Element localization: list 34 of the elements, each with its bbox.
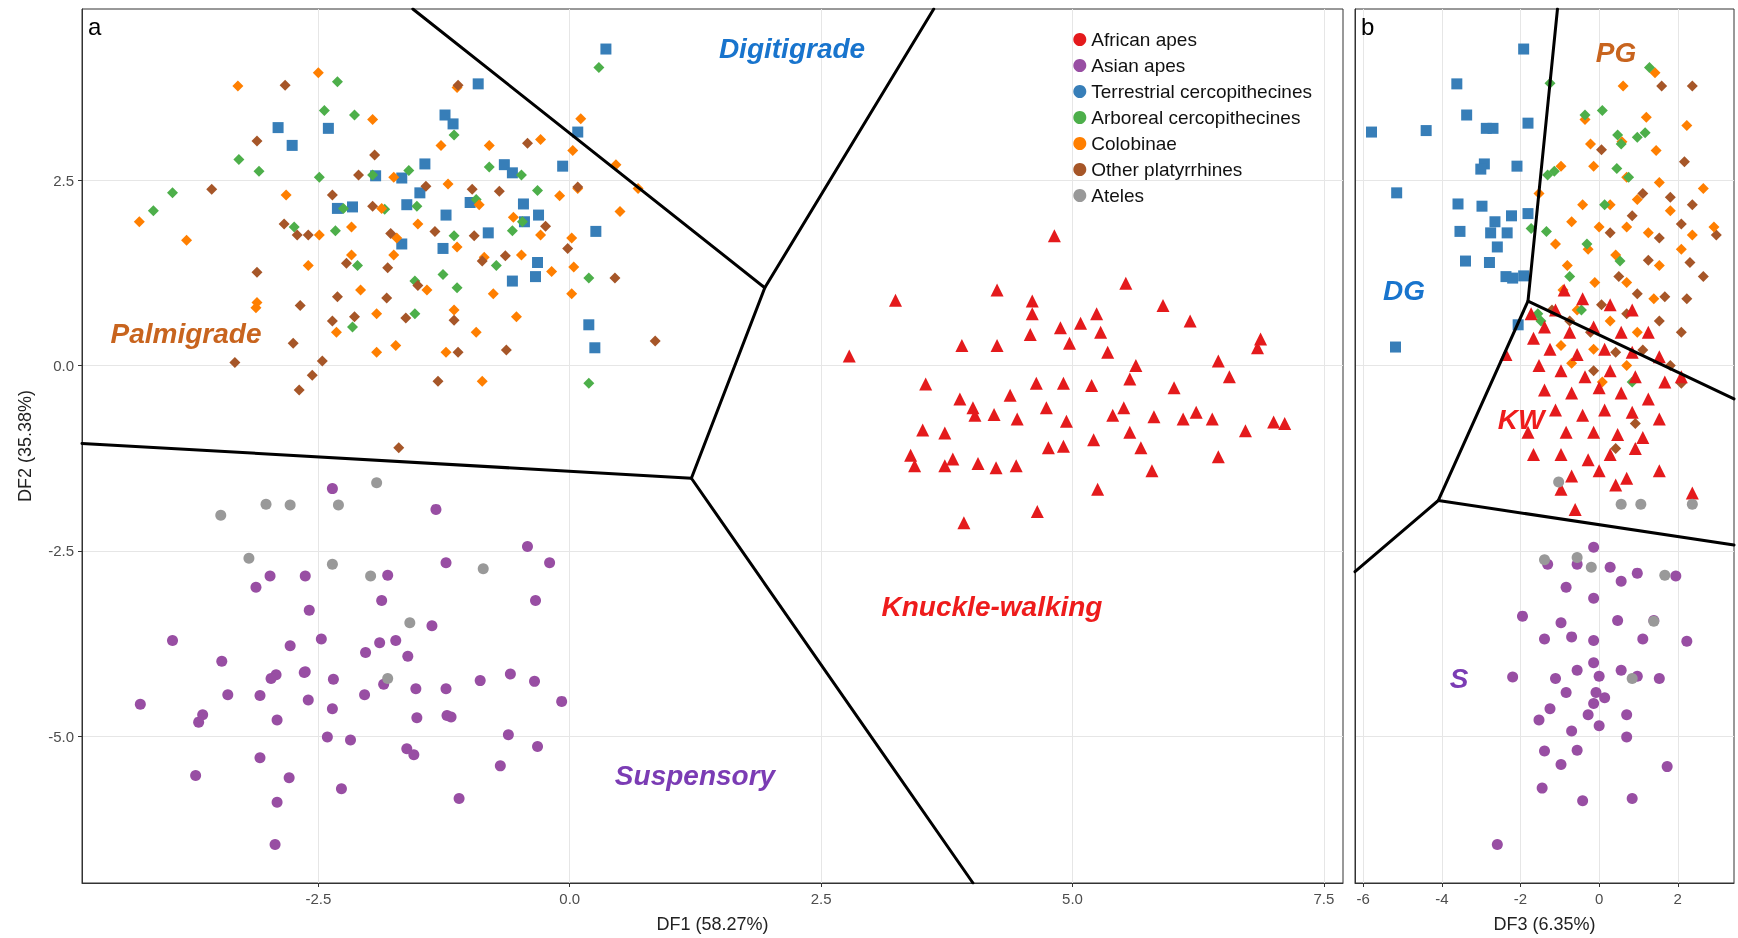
annotation: Suspensory [614,759,777,791]
x-tick-label: 7.5 [1313,890,1335,907]
legend-label: Terrestrial cercopithecines [1091,81,1312,102]
x-axis-title: DF1 (58.27%) [656,914,769,934]
legend-label: Arboreal cercopithecines [1091,107,1301,128]
y-tick-label: -2.5 [48,542,74,560]
y-tick-label: -5.0 [48,727,74,745]
y-axis-title: DF2 (35.38%) [15,389,35,503]
legend-label: African apes [1091,29,1197,50]
legend-label: Colobinae [1091,133,1177,154]
x-tick-label: -4 [1435,890,1449,907]
annotation: S [1449,662,1469,694]
x-tick-label: 0 [1594,890,1604,907]
x-tick-label: -2 [1513,890,1528,907]
annotation: Palmigrade [110,317,262,349]
annotation: Knuckle-walking [881,590,1103,622]
y-tick-label: 2.5 [53,171,74,189]
annotation: b [1361,12,1375,40]
legend-label: Other platyrrhines [1091,159,1243,180]
legend-label: Asian apes [1091,55,1186,76]
annotation: KW [1497,403,1547,435]
x-axis-title: DF3 (6.35%) [1493,914,1596,934]
x-tick-label: 5.0 [1062,890,1083,907]
annotation: Digitigrade [718,32,866,64]
x-tick-label: -6 [1356,890,1370,907]
legend-label: Ateles [1091,185,1145,206]
x-tick-label: 2 [1673,890,1682,907]
x-tick-label: 2.5 [810,890,832,907]
y-tick-label: 0.0 [53,357,74,375]
annotation: DG [1383,274,1425,306]
x-tick-label: 0.0 [559,890,581,907]
x-tick-label: -2.5 [305,890,332,907]
annotation: PG [1595,36,1637,68]
annotation: a [88,12,102,40]
